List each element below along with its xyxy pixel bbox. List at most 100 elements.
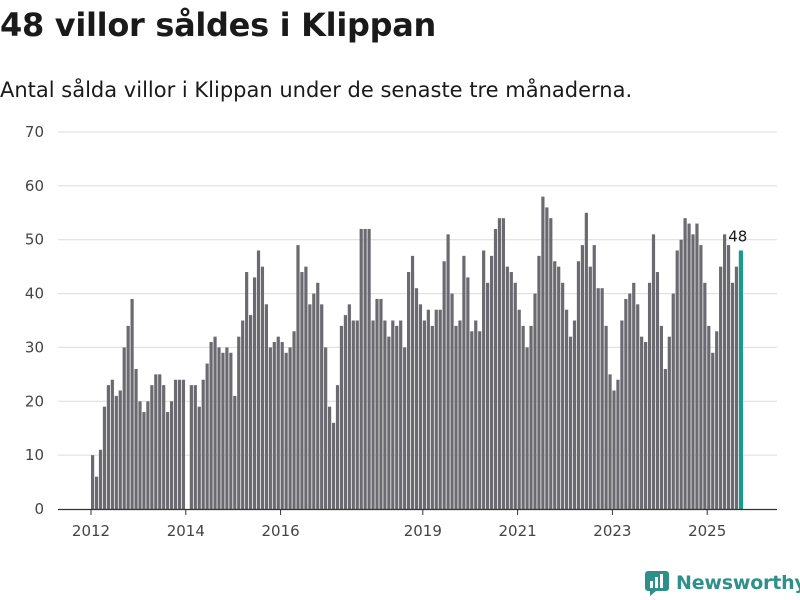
bar — [711, 352, 715, 509]
bar — [470, 331, 474, 509]
bar — [387, 336, 391, 509]
bar — [434, 309, 438, 509]
bar — [138, 401, 142, 509]
bar — [723, 234, 727, 509]
bar — [252, 277, 257, 509]
bar — [233, 395, 237, 509]
bar — [280, 342, 284, 509]
bar — [695, 223, 699, 509]
bar — [675, 250, 679, 510]
bar — [719, 266, 723, 509]
x-tick-label: 2021 — [499, 522, 537, 540]
bar — [616, 379, 620, 509]
bar — [308, 304, 312, 509]
bar — [580, 245, 584, 509]
bar — [300, 272, 304, 509]
bar — [513, 282, 517, 509]
bar — [272, 342, 276, 509]
bar — [320, 304, 324, 509]
bar — [647, 282, 652, 509]
newsworthy-logo-icon — [645, 571, 669, 596]
bar — [450, 293, 454, 509]
bar — [446, 234, 450, 509]
bar — [632, 282, 636, 509]
bar — [256, 250, 261, 510]
bar — [98, 449, 103, 509]
bar — [592, 245, 596, 509]
bar — [166, 412, 170, 509]
bar — [612, 390, 616, 509]
bar — [715, 331, 719, 509]
bar — [134, 368, 138, 509]
bar — [339, 325, 344, 509]
bar — [410, 255, 415, 509]
bar — [707, 325, 711, 509]
bar — [162, 385, 166, 509]
bar — [458, 320, 462, 509]
newsworthy-logo[interactable]: Newsworthy — [644, 570, 800, 596]
bar — [442, 261, 446, 509]
bar — [482, 250, 486, 510]
bar — [110, 379, 114, 509]
bar — [177, 379, 182, 509]
bar — [640, 336, 644, 509]
bar — [328, 406, 332, 509]
bar — [276, 336, 280, 509]
bar — [699, 245, 703, 509]
bar — [529, 325, 533, 509]
bar — [312, 293, 316, 509]
y-tick-label: 60 — [25, 177, 44, 195]
x-tick-label: 2019 — [404, 522, 442, 540]
bar — [335, 385, 340, 509]
bar — [284, 352, 288, 509]
bar — [525, 347, 529, 509]
bar — [553, 261, 557, 509]
bar — [572, 320, 577, 509]
x-tick-label: 2012 — [72, 522, 110, 540]
x-tick-label: 2016 — [262, 522, 300, 540]
y-tick-label: 20 — [25, 392, 44, 410]
bar — [102, 406, 107, 509]
x-tick-label: 2025 — [688, 522, 726, 540]
bar — [426, 309, 430, 509]
bar — [683, 218, 687, 510]
bar — [730, 282, 735, 509]
bar — [241, 320, 245, 509]
bar — [568, 336, 573, 509]
bar — [288, 347, 292, 509]
bar — [245, 272, 249, 509]
y-tick-label: 10 — [25, 446, 44, 464]
bar — [296, 245, 300, 509]
bar — [734, 266, 739, 509]
bar — [343, 315, 347, 509]
bar — [146, 401, 150, 509]
highlight-value-label: 48 — [728, 227, 747, 245]
bar — [94, 476, 99, 509]
bar — [565, 309, 569, 509]
bar — [466, 277, 470, 509]
bar — [181, 379, 186, 509]
bar — [537, 255, 541, 509]
bar — [221, 352, 225, 509]
y-tick-label: 40 — [25, 285, 44, 303]
bar — [391, 320, 395, 509]
bar — [414, 288, 419, 509]
bar — [454, 325, 458, 509]
bar — [407, 272, 411, 509]
bar — [367, 228, 371, 509]
bar — [324, 347, 328, 509]
bar — [596, 288, 600, 509]
bar — [260, 266, 265, 509]
bar — [264, 304, 268, 509]
bar — [150, 385, 154, 509]
bar — [726, 245, 731, 509]
bar — [541, 196, 545, 509]
bar — [489, 255, 494, 509]
bar — [687, 223, 691, 509]
bar — [237, 336, 241, 509]
bar — [193, 385, 197, 509]
bar — [197, 406, 201, 509]
chart-subtitle: Antal sålda villor i Klippan under de se… — [0, 78, 633, 102]
bar — [462, 255, 466, 509]
bar — [422, 320, 426, 509]
